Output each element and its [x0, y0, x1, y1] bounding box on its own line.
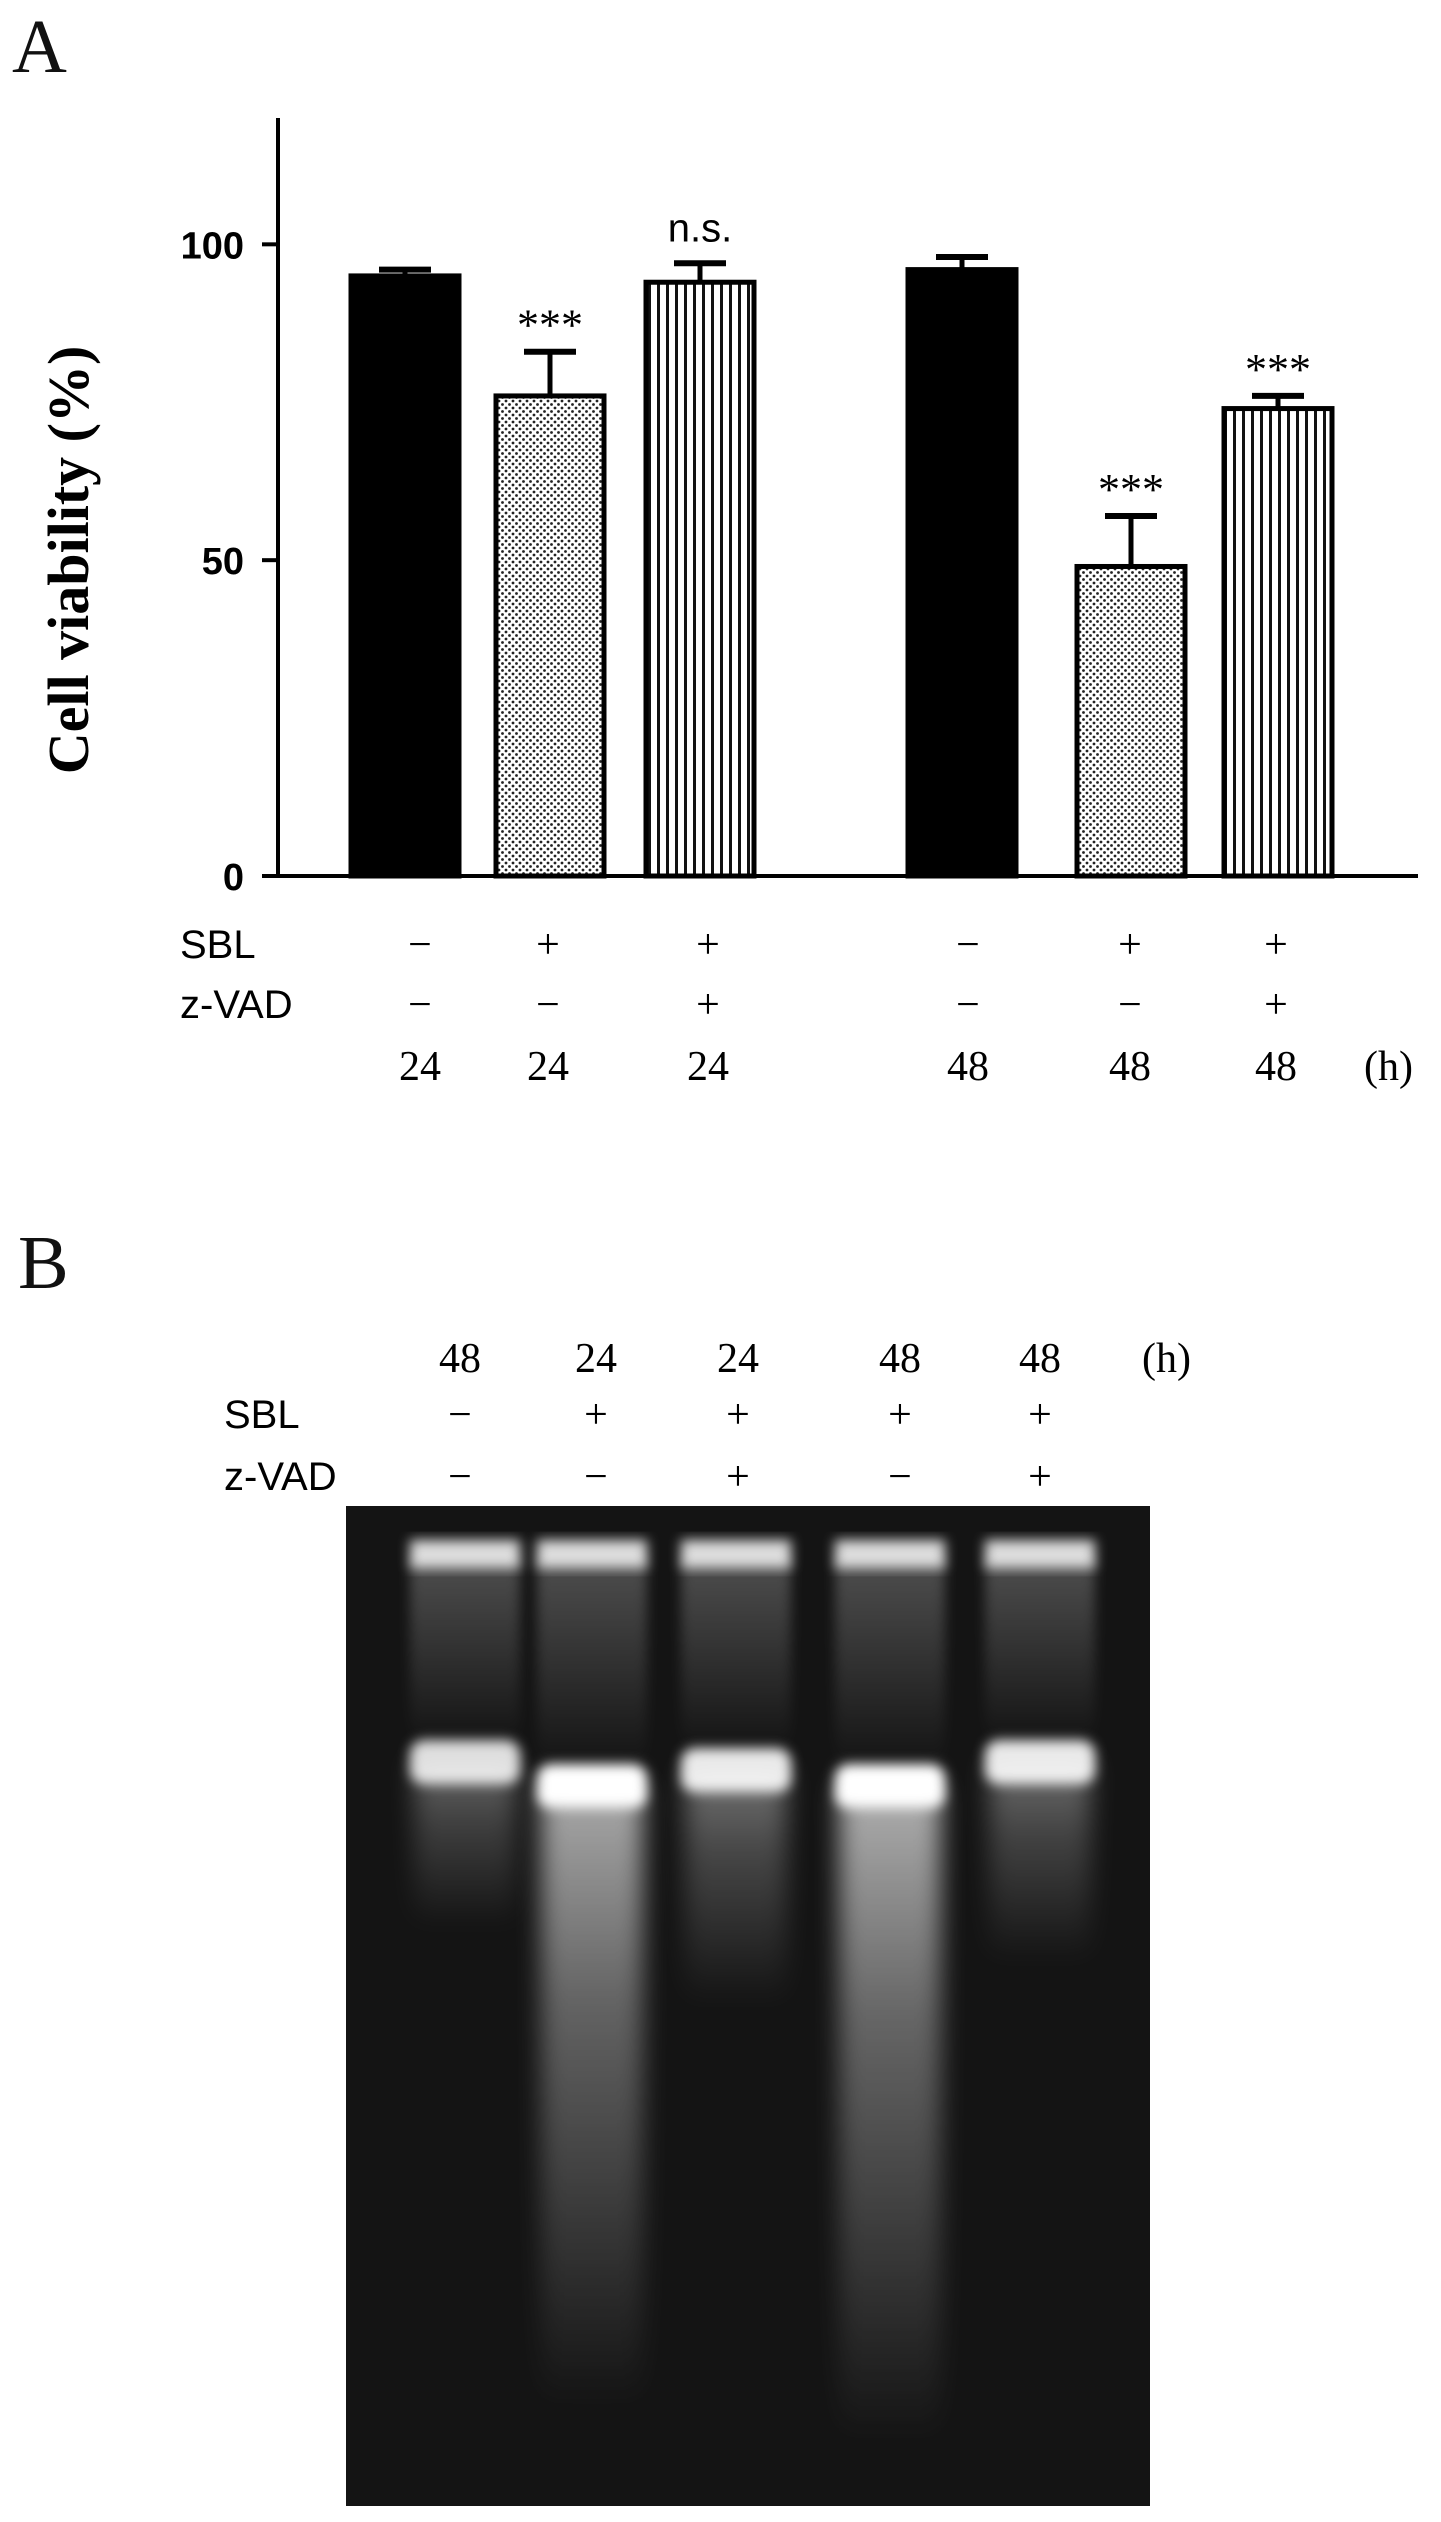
- y-tick-label: 100: [181, 225, 244, 267]
- significance-label-3: n.s.: [668, 206, 732, 250]
- condition-cell: −: [408, 922, 432, 968]
- condition-cell: −: [956, 922, 980, 968]
- gel-header-cell: 24: [575, 1336, 617, 1382]
- error-bar-3: [674, 260, 726, 283]
- condition-cell: −: [956, 982, 980, 1028]
- error-bar-2: [524, 348, 576, 396]
- condition-cell: 24: [687, 1044, 729, 1090]
- bar-1: [348, 273, 462, 879]
- condition-cell: +: [536, 922, 560, 968]
- condition-cell: 48: [947, 1044, 989, 1090]
- condition-cell: +: [1264, 982, 1288, 1028]
- gel-header-cell: −: [584, 1454, 608, 1500]
- gel-lane-5: [985, 1540, 1095, 1962]
- error-bar-6: [1252, 392, 1304, 409]
- condition-cell: +: [696, 922, 720, 968]
- time-unit-label: (h): [1364, 1044, 1413, 1090]
- gel-row-label: SBL: [224, 1393, 300, 1437]
- gel-header-cell: −: [448, 1454, 472, 1500]
- condition-cell: −: [408, 982, 432, 1028]
- condition-row-label: SBL: [180, 923, 256, 967]
- gel-header-cell: +: [1028, 1392, 1052, 1438]
- condition-cell: +: [1264, 922, 1288, 968]
- condition-cell: +: [696, 982, 720, 1028]
- gel-header-cell: +: [1028, 1454, 1052, 1500]
- significance-label-6: ***: [1245, 345, 1311, 394]
- gel-lane-4: [835, 1540, 945, 2441]
- bar-6: [1221, 406, 1335, 879]
- gel-header-cell: +: [726, 1392, 750, 1438]
- gel-lane-1: [410, 1540, 520, 1927]
- bar-2: [493, 393, 607, 879]
- bar-4: [905, 267, 1019, 879]
- gel-header-cell: +: [888, 1392, 912, 1438]
- error-bar-4: [936, 253, 988, 270]
- condition-cell: −: [536, 982, 560, 1028]
- condition-cell: +: [1118, 922, 1142, 968]
- gel-header-cell: 24: [717, 1336, 759, 1382]
- gel-time-unit: (h): [1142, 1336, 1191, 1382]
- gel-header-cell: −: [888, 1454, 912, 1500]
- bar-3: [643, 279, 757, 879]
- gel-panel: 48 24 24 48 48 (h) SBL − + + + + z-VAD − − + − +: [224, 1336, 1191, 2506]
- error-bar-5: [1105, 512, 1157, 567]
- condition-cell: 24: [527, 1044, 569, 1090]
- condition-row-label: z-VAD: [180, 983, 293, 1027]
- gel-header-cell: −: [448, 1392, 472, 1438]
- bar-5: [1074, 563, 1188, 879]
- gel-header-cell: 48: [879, 1336, 921, 1382]
- gel-header-cell: +: [584, 1392, 608, 1438]
- condition-cell: 48: [1109, 1044, 1151, 1090]
- significance-label-5: ***: [1098, 465, 1164, 514]
- gel-header-cell: 48: [1019, 1336, 1061, 1382]
- y-tick-label: 0: [223, 857, 244, 899]
- panel-b-letter: B: [18, 1221, 69, 1305]
- gel-header-cell: +: [726, 1454, 750, 1500]
- gel-header-cell: 48: [439, 1336, 481, 1382]
- condition-cell: 48: [1255, 1044, 1297, 1090]
- y-tick-label: 50: [202, 541, 244, 583]
- error-bar-1: [379, 266, 431, 276]
- gel-row-label: z-VAD: [224, 1455, 337, 1499]
- gel-lane-3: [681, 1540, 791, 2005]
- y-axis-label: Cell viability (%): [36, 346, 101, 775]
- condition-cell: −: [1118, 982, 1142, 1028]
- condition-cell: 24: [399, 1044, 441, 1090]
- significance-label-2: ***: [517, 301, 583, 350]
- gel-lane-2: [537, 1540, 647, 2406]
- panel-a-letter: A: [12, 5, 67, 89]
